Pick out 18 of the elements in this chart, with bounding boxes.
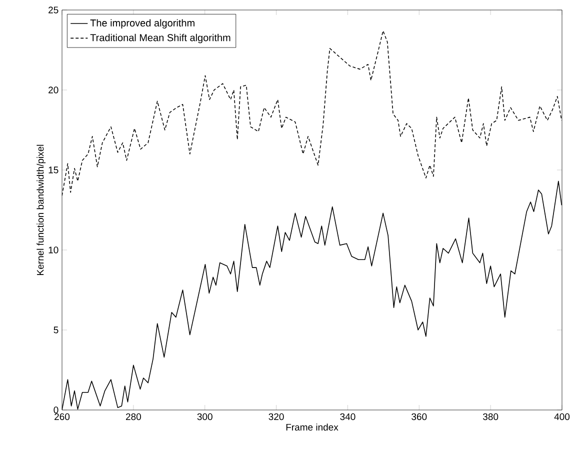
x-tick-label: 260 (54, 413, 70, 420)
y-tick-label: 5 (54, 326, 58, 334)
x-tick-label: 380 (483, 413, 498, 420)
x-tick-label: 400 (554, 413, 570, 420)
y-tick-label: 25 (48, 6, 58, 14)
y-tick-label: 10 (48, 246, 58, 254)
legend-label: The improved algorithm (90, 19, 194, 29)
y-tick-label: 20 (48, 86, 58, 94)
x-tick-label: 280 (126, 413, 141, 420)
y-tick-label: 15 (48, 166, 58, 174)
y-tick-label: 0 (54, 406, 58, 414)
legend-label: Traditional Mean Shift algorithm (90, 34, 230, 44)
x-tick-label: 320 (268, 413, 284, 420)
x-tick-label: 300 (197, 413, 212, 420)
x-tick-label: 360 (412, 413, 427, 420)
x-tick-label: 340 (340, 413, 356, 420)
y-axis-title: Kernel function bandwidth/pixel (36, 144, 46, 275)
x-axis-title: Frame index (286, 424, 338, 431)
